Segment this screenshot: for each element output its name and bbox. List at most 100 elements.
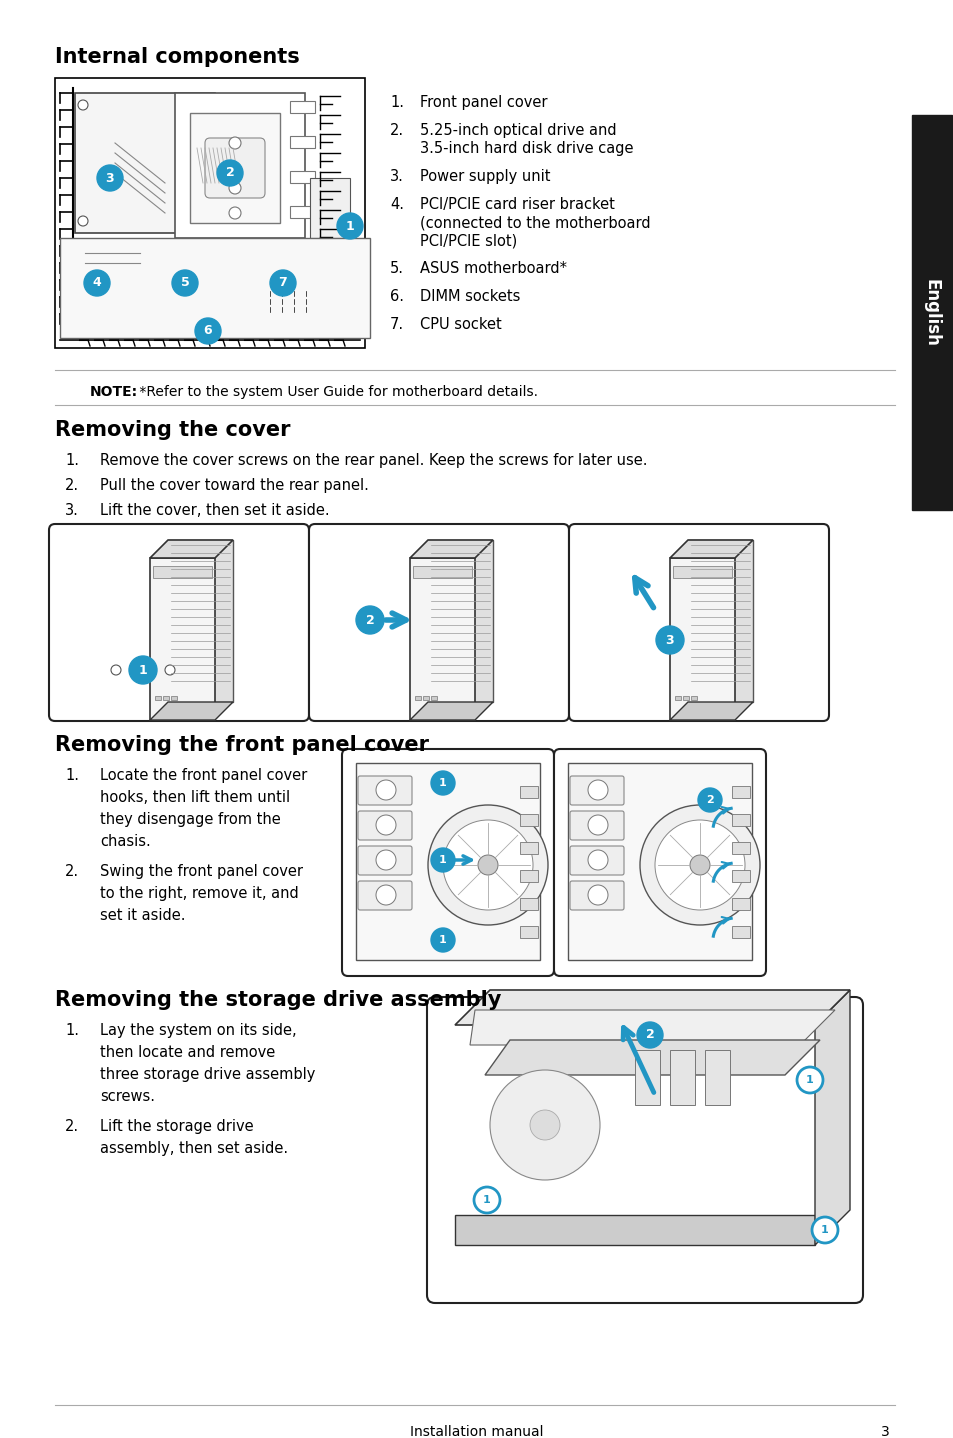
Bar	[519, 787, 537, 798]
Polygon shape	[669, 558, 734, 720]
Bar	[731, 814, 749, 825]
Bar	[260, 288, 319, 328]
FancyBboxPatch shape	[569, 811, 623, 840]
Text: 3: 3	[106, 171, 114, 184]
Bar	[154, 696, 161, 700]
Bar	[519, 870, 537, 881]
Circle shape	[637, 1022, 662, 1048]
Bar	[415, 696, 420, 700]
Bar	[731, 870, 749, 881]
Polygon shape	[669, 541, 752, 558]
Bar	[75, 93, 214, 233]
Text: Installation manual: Installation manual	[410, 1425, 543, 1438]
Bar	[265, 293, 314, 324]
Circle shape	[656, 626, 683, 654]
Bar	[355, 764, 539, 961]
Text: (connected to the motherboard: (connected to the motherboard	[419, 216, 650, 230]
Text: Front panel cover: Front panel cover	[419, 95, 547, 109]
Text: 1: 1	[438, 856, 446, 866]
Text: Pull the cover toward the rear panel.: Pull the cover toward the rear panel.	[100, 477, 369, 493]
Bar	[675, 696, 680, 700]
FancyBboxPatch shape	[55, 78, 365, 348]
FancyBboxPatch shape	[569, 777, 623, 805]
Text: PCI/PCIE slot): PCI/PCIE slot)	[419, 233, 517, 247]
Circle shape	[587, 779, 607, 800]
Bar	[519, 897, 537, 910]
Text: 2: 2	[226, 167, 234, 180]
Circle shape	[194, 318, 221, 344]
Text: 3: 3	[881, 1425, 889, 1438]
Circle shape	[97, 165, 123, 191]
Text: 1: 1	[482, 1195, 491, 1205]
Circle shape	[336, 213, 363, 239]
FancyBboxPatch shape	[427, 997, 862, 1303]
Text: 5: 5	[180, 276, 190, 289]
Text: PCI/PCIE card riser bracket: PCI/PCIE card riser bracket	[419, 197, 615, 211]
Text: English: English	[923, 279, 940, 347]
Circle shape	[442, 820, 533, 910]
Circle shape	[639, 805, 760, 925]
Bar	[635, 1050, 659, 1104]
FancyBboxPatch shape	[357, 777, 412, 805]
Bar	[911, 115, 951, 510]
Circle shape	[431, 848, 455, 871]
Bar	[731, 843, 749, 854]
Text: Lift the storage drive: Lift the storage drive	[100, 1119, 253, 1135]
Text: 5.25-inch optical drive and: 5.25-inch optical drive and	[419, 124, 616, 138]
Polygon shape	[484, 1040, 820, 1076]
Text: 3: 3	[665, 634, 674, 647]
Text: 7: 7	[278, 276, 287, 289]
Bar	[682, 696, 688, 700]
Bar	[152, 567, 212, 578]
Bar	[731, 926, 749, 938]
FancyBboxPatch shape	[568, 523, 828, 720]
Text: 6.: 6.	[390, 289, 403, 303]
Circle shape	[428, 805, 547, 925]
Bar	[431, 696, 436, 700]
Text: NOTE:: NOTE:	[90, 385, 138, 398]
Text: 1: 1	[805, 1076, 813, 1086]
FancyBboxPatch shape	[205, 138, 265, 198]
Text: Lift the cover, then set it aside.: Lift the cover, then set it aside.	[100, 503, 330, 518]
Circle shape	[216, 160, 243, 186]
Circle shape	[129, 656, 157, 684]
Circle shape	[178, 296, 202, 321]
Circle shape	[698, 788, 721, 812]
Bar	[519, 843, 537, 854]
Text: 2.: 2.	[65, 477, 79, 493]
Bar	[154, 305, 250, 311]
Circle shape	[689, 856, 709, 874]
Circle shape	[375, 884, 395, 905]
Text: 5.: 5.	[390, 262, 403, 276]
Bar	[290, 206, 314, 219]
Circle shape	[375, 815, 395, 835]
Text: 2.: 2.	[65, 864, 79, 879]
FancyBboxPatch shape	[341, 749, 554, 976]
Text: DIMM sockets: DIMM sockets	[419, 289, 519, 303]
Text: 4: 4	[92, 276, 101, 289]
Text: 3.: 3.	[65, 503, 79, 518]
Text: 1.: 1.	[65, 768, 79, 784]
Circle shape	[172, 270, 198, 296]
Bar	[731, 787, 749, 798]
Text: three storage drive assembly: three storage drive assembly	[100, 1067, 315, 1081]
Circle shape	[165, 664, 174, 674]
Text: 2.: 2.	[390, 124, 404, 138]
Bar	[519, 814, 537, 825]
Circle shape	[431, 771, 455, 795]
Text: 1.: 1.	[65, 453, 79, 467]
FancyBboxPatch shape	[49, 523, 309, 720]
Circle shape	[530, 1110, 559, 1140]
Bar	[290, 171, 314, 183]
Text: *Refer to the system User Guide for motherboard details.: *Refer to the system User Guide for moth…	[135, 385, 537, 398]
Polygon shape	[410, 702, 493, 720]
Text: hooks, then lift them until: hooks, then lift them until	[100, 789, 290, 805]
FancyBboxPatch shape	[357, 846, 412, 874]
Text: 2: 2	[705, 795, 713, 805]
Text: 1: 1	[438, 935, 446, 945]
Text: 6: 6	[204, 325, 213, 338]
Circle shape	[229, 137, 241, 150]
Polygon shape	[428, 541, 493, 702]
Polygon shape	[814, 989, 849, 1245]
Bar	[672, 567, 731, 578]
